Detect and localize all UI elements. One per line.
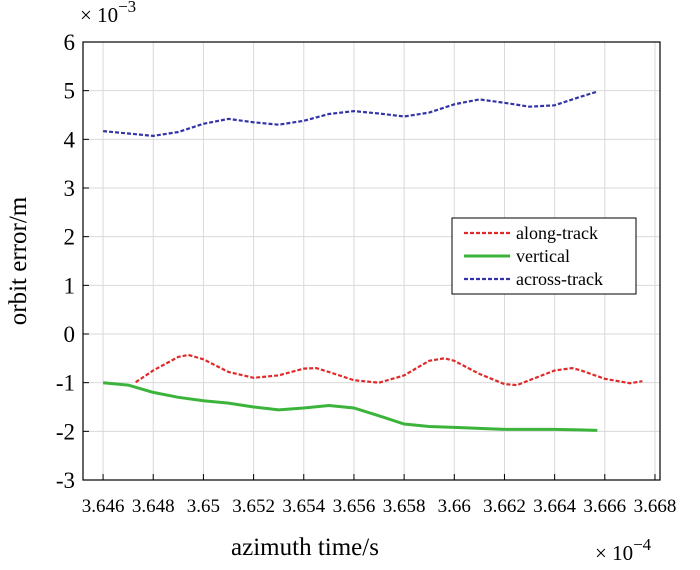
- y-multiplier: × 10−3: [80, 0, 136, 27]
- series-line: [135, 353, 643, 387]
- y-tick-label: 6: [64, 30, 76, 55]
- x-multiplier: × 10−4: [595, 535, 652, 565]
- x-multiplier-base: × 10: [595, 541, 633, 565]
- series-line: [102, 90, 598, 138]
- x-tick-label: 3.66: [438, 496, 471, 517]
- y-axis-label: orbit error/m: [5, 196, 32, 325]
- x-tick-label: 3.652: [232, 496, 275, 517]
- x-multiplier-exponent: −4: [633, 535, 652, 554]
- y-tick-label: -2: [56, 419, 75, 444]
- x-tick-label: 3.658: [383, 496, 426, 517]
- series-line: [102, 381, 598, 432]
- x-tick-label: 3.648: [132, 496, 175, 517]
- y-tick-label: 1: [64, 273, 76, 298]
- legend-label: vertical: [516, 246, 570, 266]
- x-tick-label: 3.662: [483, 496, 526, 517]
- legend-label: across-track: [516, 269, 603, 289]
- y-tick-label: -3: [56, 468, 75, 493]
- y-tick-label: 0: [64, 322, 76, 347]
- x-tick-label: 3.664: [533, 496, 576, 517]
- x-tick-label: 3.656: [333, 496, 376, 517]
- plot-frame: [82, 41, 661, 481]
- x-tick-label: 3.654: [282, 496, 325, 517]
- y-tick-label: -1: [56, 371, 75, 396]
- y-tick-label: 3: [64, 176, 76, 201]
- legend-label: along-track: [516, 223, 598, 243]
- x-axis-label: azimuth time/s: [231, 534, 379, 561]
- x-tick-label: 3.668: [634, 496, 677, 517]
- y-tick-label: 4: [64, 127, 76, 152]
- legend: along-track vertical across-track: [451, 217, 637, 295]
- y-multiplier-base: × 10: [80, 3, 118, 27]
- y-multiplier-exponent: −3: [118, 0, 136, 16]
- x-tick-label: 3.646: [82, 496, 125, 517]
- x-tick-label: 3.65: [187, 496, 220, 517]
- y-tick-label: 2: [64, 225, 76, 250]
- x-tick-label: 3.666: [583, 496, 626, 517]
- y-tick-label: 5: [64, 79, 76, 104]
